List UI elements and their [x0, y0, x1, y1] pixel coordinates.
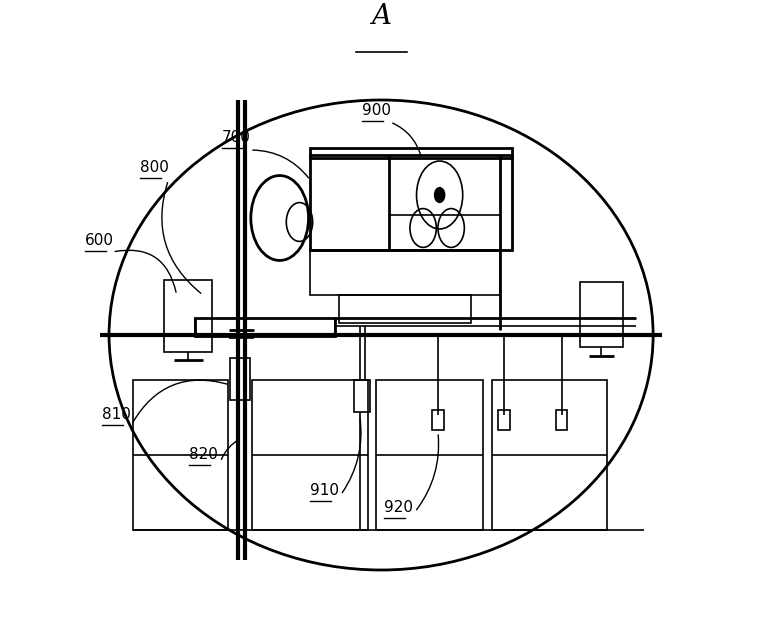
Text: 810: 810 — [101, 407, 130, 422]
Text: 910: 910 — [311, 483, 340, 498]
Bar — [195, 318, 335, 336]
Bar — [311, 148, 512, 158]
Bar — [253, 380, 368, 530]
Bar — [556, 410, 568, 430]
Text: 820: 820 — [189, 447, 218, 462]
Bar — [339, 295, 471, 323]
Bar — [491, 380, 607, 530]
Text: 700: 700 — [222, 130, 251, 145]
Text: 600: 600 — [85, 233, 114, 248]
Bar — [311, 250, 500, 295]
Bar — [354, 380, 370, 412]
Bar — [133, 380, 227, 530]
Ellipse shape — [435, 187, 445, 203]
Bar — [498, 410, 510, 430]
Text: 800: 800 — [140, 160, 169, 175]
Text: 920: 920 — [385, 500, 414, 515]
Bar — [230, 358, 250, 400]
Text: A: A — [371, 3, 391, 30]
Bar — [311, 155, 512, 250]
Bar — [432, 410, 444, 430]
Bar — [164, 280, 212, 352]
Bar — [376, 380, 483, 530]
Bar — [580, 282, 623, 347]
Text: 900: 900 — [362, 103, 391, 118]
